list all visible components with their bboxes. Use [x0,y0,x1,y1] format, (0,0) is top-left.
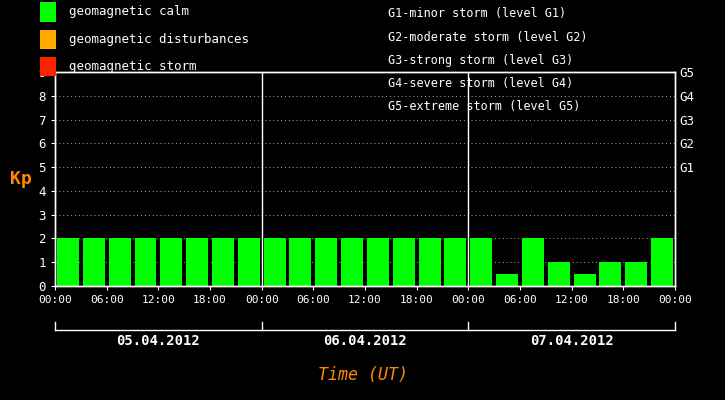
Text: Time (UT): Time (UT) [318,366,407,384]
Bar [238,238,260,286]
Text: 07.04.2012: 07.04.2012 [530,334,613,348]
Text: geomagnetic disturbances: geomagnetic disturbances [69,33,249,46]
Text: 05.04.2012: 05.04.2012 [117,334,200,348]
Bar [600,262,621,286]
Text: G5-extreme storm (level G5): G5-extreme storm (level G5) [388,100,580,113]
Text: geomagnetic storm: geomagnetic storm [69,60,196,73]
Text: Kp: Kp [10,170,32,188]
Bar [573,274,595,286]
Bar [83,238,105,286]
Bar [264,238,286,286]
Bar [109,238,130,286]
Bar [651,238,673,286]
Bar [522,238,544,286]
Bar [315,238,337,286]
Bar [212,238,234,286]
Text: G4-severe storm (level G4): G4-severe storm (level G4) [388,77,573,90]
Bar [625,262,647,286]
Bar [471,238,492,286]
Bar [186,238,208,286]
Text: G3-strong storm (level G3): G3-strong storm (level G3) [388,54,573,67]
Bar [57,238,79,286]
Text: geomagnetic calm: geomagnetic calm [69,6,189,18]
Bar [367,238,389,286]
Bar [393,238,415,286]
Bar [289,238,312,286]
Bar [341,238,363,286]
Text: G2-moderate storm (level G2): G2-moderate storm (level G2) [388,31,587,44]
Bar [444,238,466,286]
Text: G1-minor storm (level G1): G1-minor storm (level G1) [388,8,566,20]
Bar [418,238,441,286]
Text: 06.04.2012: 06.04.2012 [323,334,407,348]
Bar [135,238,157,286]
Bar [496,274,518,286]
Bar [160,238,182,286]
Bar [548,262,570,286]
